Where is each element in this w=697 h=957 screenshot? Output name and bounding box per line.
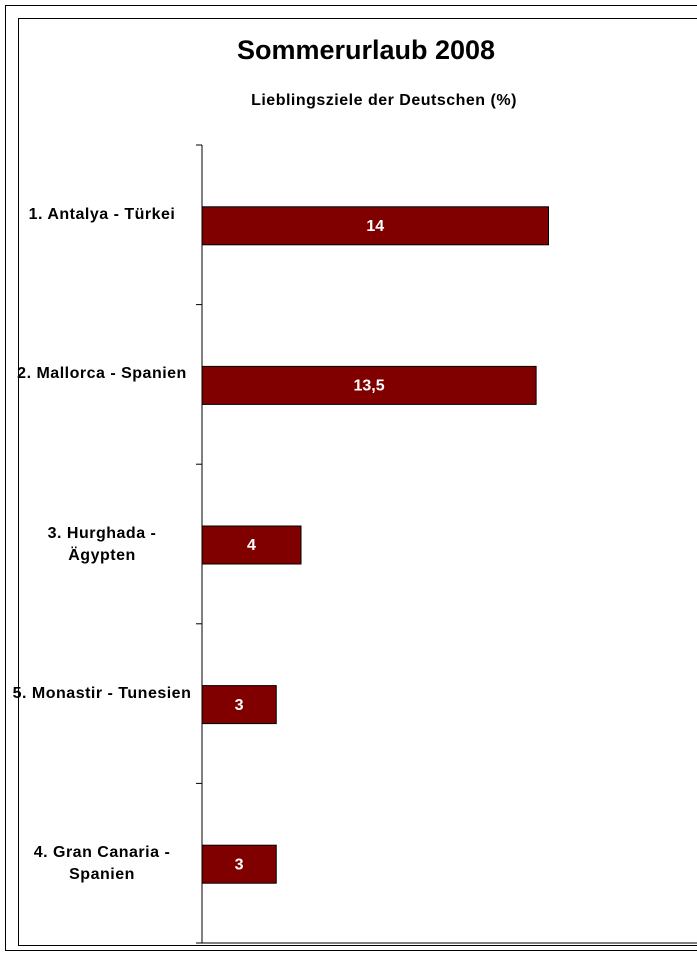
value-label: 3 <box>235 856 244 873</box>
value-label: 14 <box>366 218 384 235</box>
outer-frame <box>5 5 697 951</box>
bar <box>201 685 277 725</box>
category-label: 2. Mallorca - Spanien <box>17 365 187 383</box>
chart-subtitle: Lieblingsziele der Deutschen (%) <box>251 92 517 109</box>
bar <box>201 365 537 405</box>
value-label: 3 <box>235 697 244 714</box>
category-label: 1. Antalya - Türkei <box>28 205 176 223</box>
value-label: 4 <box>247 537 256 554</box>
chart-title: Sommerurlaub 2008 <box>237 35 495 65</box>
category-label: 3. Hurghada - Ägypten <box>47 525 157 564</box>
category-label: 5. Monastir - Tunesien <box>12 684 192 702</box>
category-label: 4. Gran Canaria - Spanien <box>33 844 171 884</box>
bar <box>201 525 302 565</box>
value-label: 13,5 <box>353 378 384 395</box>
inner-frame <box>18 18 697 946</box>
bar <box>201 206 549 246</box>
bar <box>201 844 277 884</box>
